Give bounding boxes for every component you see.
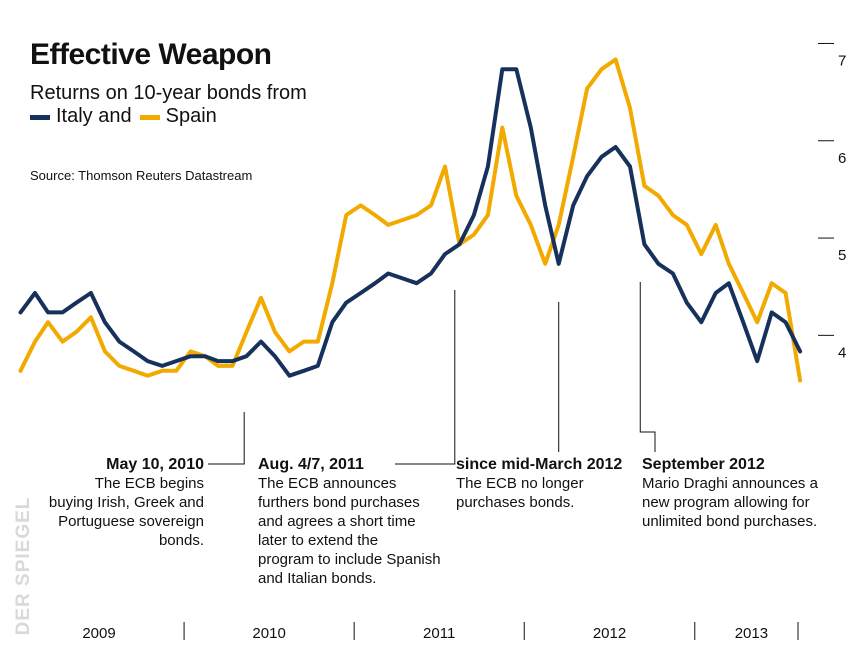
annotation-sep2012: September 2012 Mario Draghi announces a … [642, 455, 847, 531]
x-tick-label: 2009 [82, 625, 115, 642]
annotation-heading: September 2012 [642, 456, 765, 473]
y-tick-label: 7 [838, 52, 846, 69]
annotation-line: later to extend the [258, 532, 379, 549]
source-note: Source: Thomson Reuters Datastream [30, 168, 253, 183]
annotation-line: The ECB announces [258, 475, 397, 492]
series-line-spain [18, 57, 803, 383]
annotation-line: The ECB begins [94, 475, 204, 492]
annotation-line: new program allowing for [642, 494, 810, 511]
y-axis: 4 5 6 7 [818, 42, 846, 361]
annotation-line: and Italian bonds. [258, 570, 377, 587]
annotation-leader-aug2011 [395, 290, 456, 465]
annotation-may2010: May 10, 2010 The ECB begins buying Irish… [0, 455, 204, 550]
annotation-lines [208, 282, 656, 465]
legend-swatch-spain [139, 115, 160, 120]
annotation-line: Portuguese sovereign [58, 513, 204, 530]
legend-label-spain: Spain [165, 105, 217, 127]
annotation-line: purchases bonds. [456, 494, 575, 511]
annotation-heading: since mid-March 2012 [456, 456, 623, 473]
annotation-line: unlimited bond purchases. [642, 513, 818, 530]
annotation-line: bonds. [158, 532, 204, 549]
legend-label-italy: Italy and [56, 105, 132, 127]
publisher-watermark: DER SPIEGEL [13, 496, 34, 636]
chart-legend: Italy and Spain [30, 105, 217, 128]
legend-swatch-italy [30, 115, 50, 120]
y-tick-label: 4 [838, 344, 846, 361]
annotation-line: and agrees a short time [258, 513, 416, 530]
x-tick-label: 2010 [252, 625, 285, 642]
annotation-leader-may2010 [208, 412, 245, 465]
x-axis: 2009 2010 2011 2012 2013 [82, 622, 799, 642]
y-tick-label: 6 [838, 150, 846, 167]
y-tick-label: 5 [838, 247, 846, 264]
annotation-mar2012: since mid-March 2012 The ECB no longer p… [456, 455, 636, 512]
x-tick-label: 2013 [735, 625, 768, 642]
series-layer [18, 57, 803, 383]
annotation-heading: Aug. 4/7, 2011 [258, 456, 364, 473]
series-line-italy [18, 67, 803, 378]
x-tick-label: 2011 [423, 625, 455, 642]
annotation-line: program to include Spanish [258, 551, 441, 568]
annotation-heading: May 10, 2010 [106, 456, 204, 473]
annotation-line: buying Irish, Greek and [48, 494, 204, 511]
chart-title: Effective Weapon [30, 38, 272, 71]
annotation-line: The ECB no longer [456, 475, 584, 492]
annotation-line: Mario Draghi announces a [642, 475, 818, 492]
annotation-aug2011: Aug. 4/7, 2011 The ECB announces further… [258, 455, 468, 588]
annotation-leader-sep2012 [639, 282, 656, 452]
annotation-line: furthers bond purchases [258, 494, 420, 511]
x-tick-label: 2012 [593, 625, 626, 642]
chart-subtitle: Returns on 10-year bonds from [30, 82, 307, 104]
